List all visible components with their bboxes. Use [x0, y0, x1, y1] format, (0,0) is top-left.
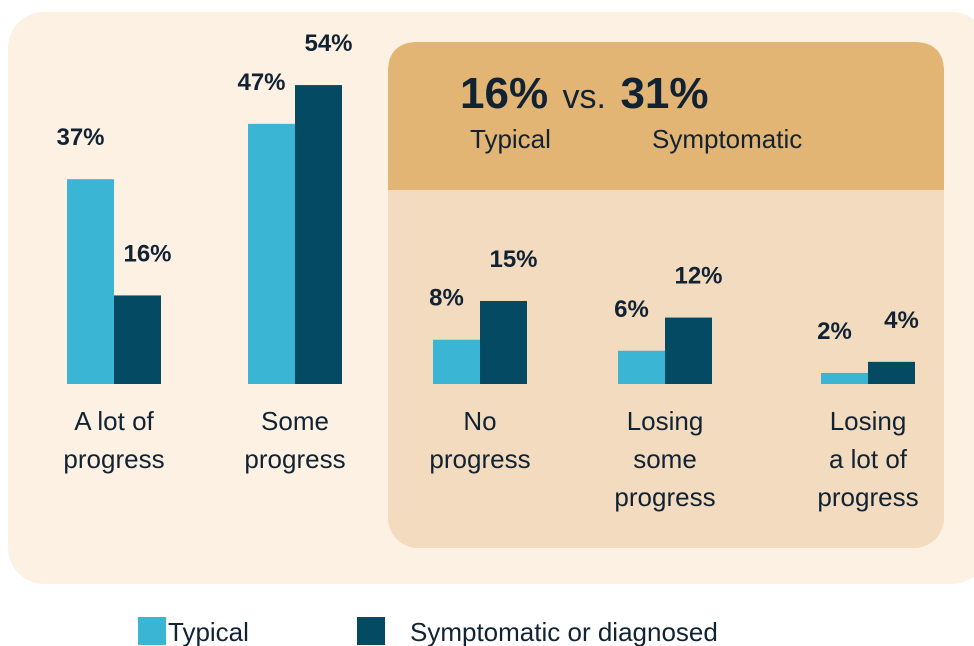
bar [114, 295, 161, 384]
legend-swatch [357, 617, 385, 645]
value-label: 54% [304, 30, 352, 57]
callout-headline: 16% vs. 31% [460, 69, 709, 118]
legend-label: Typical [168, 617, 249, 646]
value-label: 15% [489, 246, 537, 273]
value-label: 12% [674, 263, 722, 290]
bar [665, 317, 712, 384]
x-tick-line: a lot of [829, 444, 908, 474]
x-tick-line: Losing [627, 406, 704, 436]
x-tick-label: No progress [429, 406, 530, 474]
legend-label: Symptomatic or diagnosed [410, 617, 718, 646]
callout-caption: Typical [470, 124, 551, 154]
x-tick-line: progress [244, 444, 345, 474]
x-tick-line: Losing [830, 406, 907, 436]
value-label: 8% [429, 285, 464, 312]
x-tick-line: some [633, 444, 697, 474]
bar [480, 300, 527, 384]
value-label: 37% [56, 124, 104, 151]
x-tick-line: Some [261, 406, 329, 436]
x-tick-line: progress [614, 482, 715, 512]
value-label: 16% [123, 240, 171, 267]
x-tick-label: A lot of progress [63, 406, 164, 474]
callout-caption: Symptomatic [652, 124, 802, 154]
x-tick-line: A lot of [74, 406, 154, 436]
x-tick-line: No [463, 406, 496, 436]
bar [67, 179, 114, 384]
bar [248, 123, 295, 385]
callout-right: 31% [620, 69, 708, 118]
value-label: 2% [817, 318, 852, 345]
bar [295, 85, 342, 385]
callout-joiner: vs. [563, 78, 606, 116]
x-tick-label: Losing a lot of progress [817, 406, 918, 512]
legend-swatch [138, 617, 166, 645]
x-tick-line: progress [429, 444, 530, 474]
value-label: 47% [237, 69, 285, 96]
x-tick-line: progress [63, 444, 164, 474]
x-tick-label: Some progress [244, 406, 345, 474]
value-label: 6% [614, 296, 649, 323]
value-label: 4% [884, 307, 919, 334]
bar [868, 361, 915, 384]
bar [821, 372, 868, 384]
bar [618, 350, 665, 384]
callout-left: 16% [460, 69, 548, 118]
x-tick-label: Losing some progress [614, 406, 715, 512]
bar [433, 339, 480, 384]
callout-header [388, 42, 944, 190]
x-tick-line: progress [817, 482, 918, 512]
